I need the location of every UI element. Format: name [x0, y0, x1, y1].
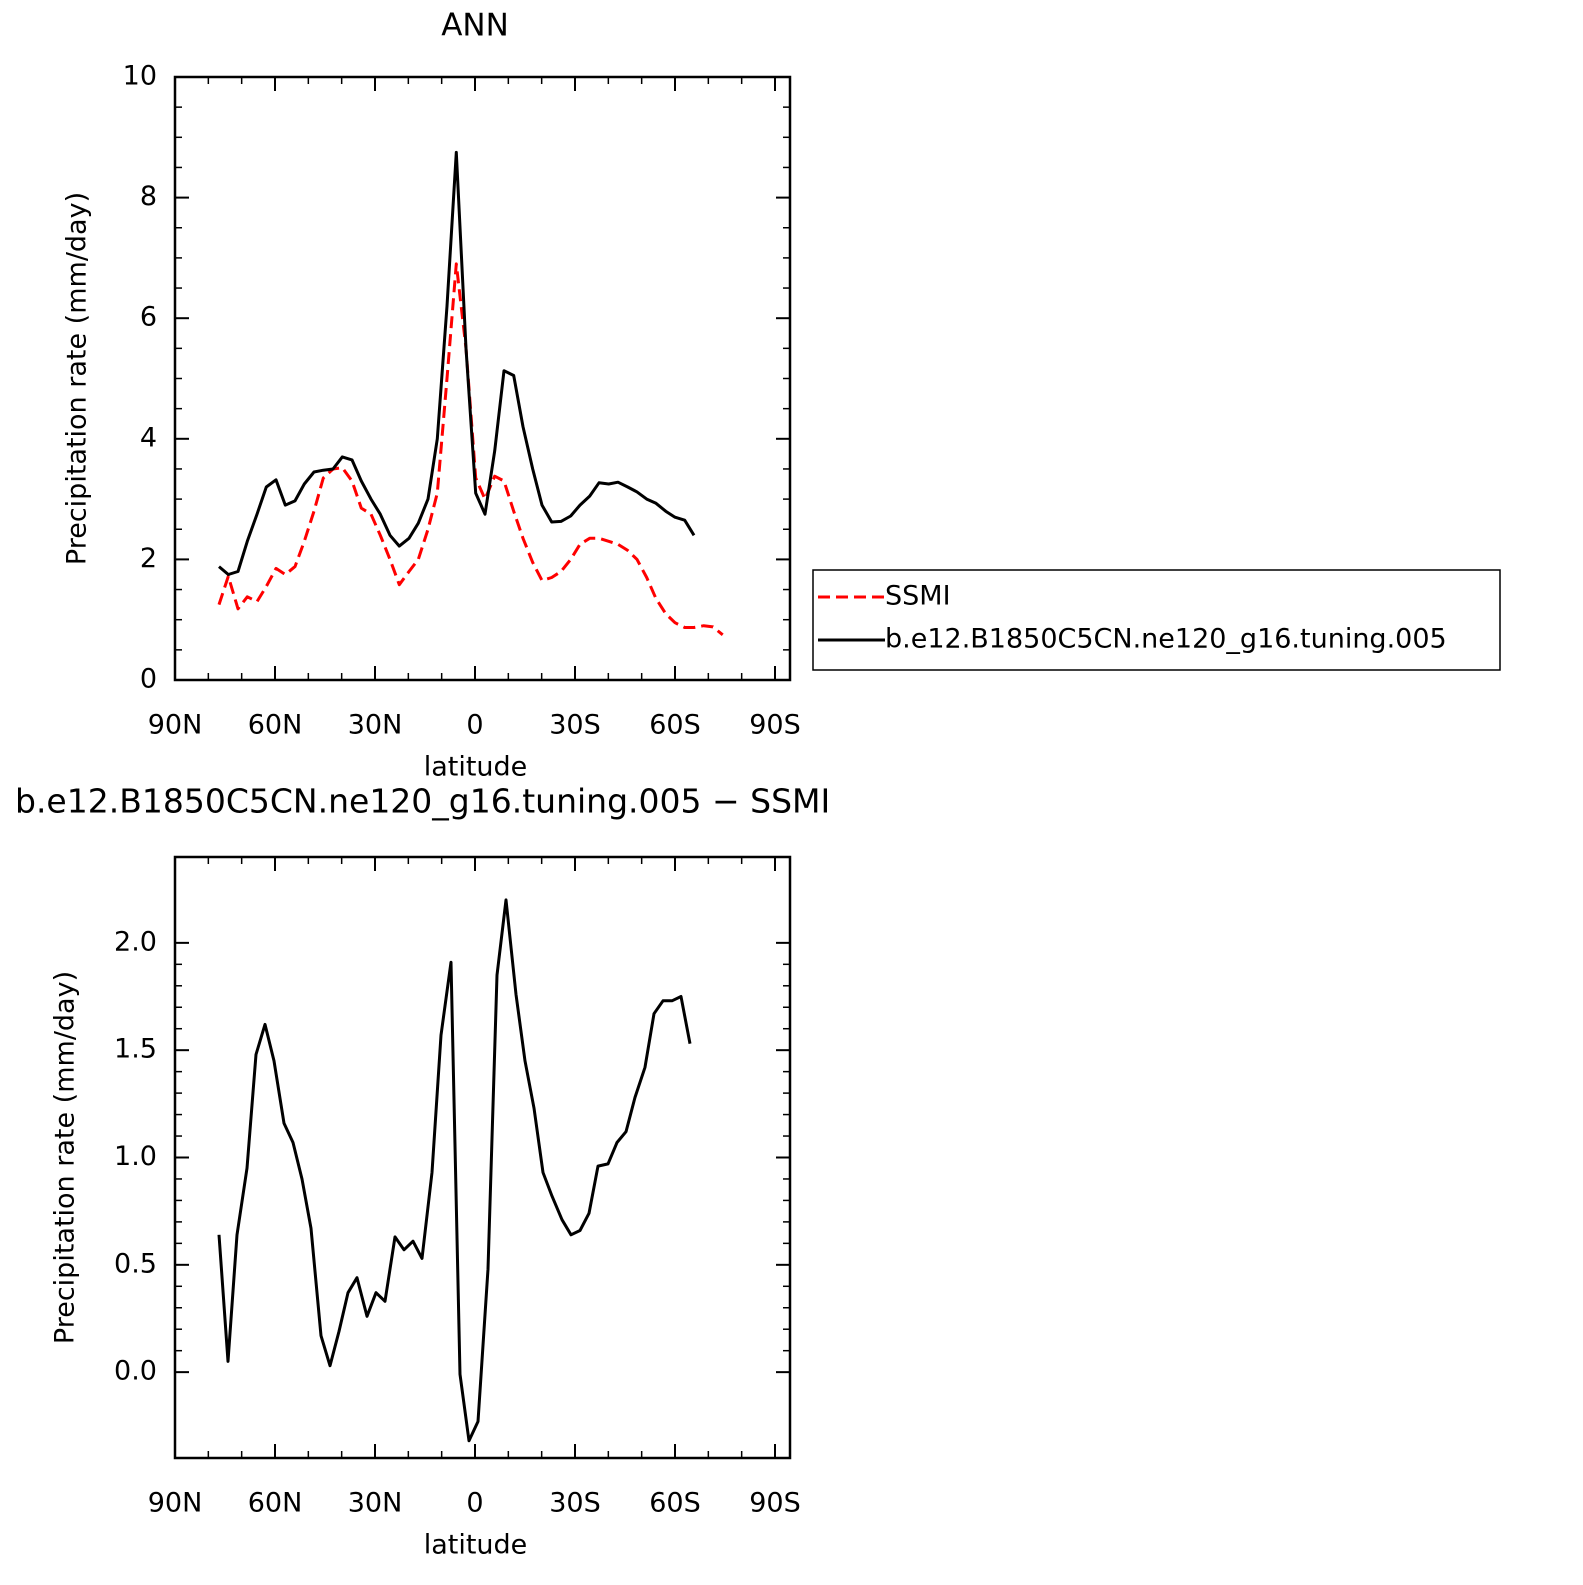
x-tick-label: 0: [466, 1488, 483, 1519]
x-tick-label: 90N: [148, 1488, 203, 1519]
y-tick-label: 2.0: [114, 926, 157, 957]
y-tick-label: 6: [140, 302, 157, 333]
legend-box: [812, 569, 1501, 671]
x-axis-label: latitude: [424, 1530, 528, 1561]
x-tick-label: 0: [466, 710, 483, 741]
x-axis-label: latitude: [424, 752, 528, 783]
chart-title: b.e12.B1850C5CN.ne120_g16.tuning.005 − S…: [15, 782, 830, 821]
y-tick-label: 1.5: [114, 1034, 157, 1065]
x-tick-label: 90N: [148, 710, 203, 741]
y-tick-label: 1.0: [114, 1141, 157, 1172]
y-tick-label: 0.5: [114, 1248, 157, 1279]
plot-frame: [173, 855, 792, 1460]
y-tick-label: 0.0: [114, 1356, 157, 1387]
data-line: [217, 898, 692, 1443]
data-line: [218, 150, 696, 576]
data-line: [217, 262, 724, 636]
x-tick-label: 60N: [248, 710, 303, 741]
x-tick-label: 90S: [749, 1488, 801, 1519]
x-tick-label: 30N: [348, 710, 403, 741]
y-tick-label: 0: [140, 664, 157, 695]
x-tick-label: 60S: [649, 710, 701, 741]
x-tick-label: 60S: [649, 1488, 701, 1519]
x-tick-label: 90S: [749, 710, 801, 741]
y-axis-label: Precipitation rate (mm/day): [62, 192, 93, 565]
y-tick-label: 8: [140, 181, 157, 212]
plot-frame: [173, 75, 792, 682]
x-tick-label: 30S: [549, 1488, 601, 1519]
y-axis-label: Precipitation rate (mm/day): [50, 971, 81, 1344]
legend-label: SSMI: [885, 581, 951, 612]
chart-title: ANN: [441, 8, 509, 44]
y-tick-label: 4: [140, 422, 157, 453]
legend-label: b.e12.B1850C5CN.ne120_g16.tuning.005: [885, 624, 1447, 655]
y-tick-label: 10: [123, 61, 157, 92]
x-tick-label: 30N: [348, 1488, 403, 1519]
x-tick-label: 30S: [549, 710, 601, 741]
x-tick-label: 60N: [248, 1488, 303, 1519]
y-tick-label: 2: [140, 543, 157, 574]
